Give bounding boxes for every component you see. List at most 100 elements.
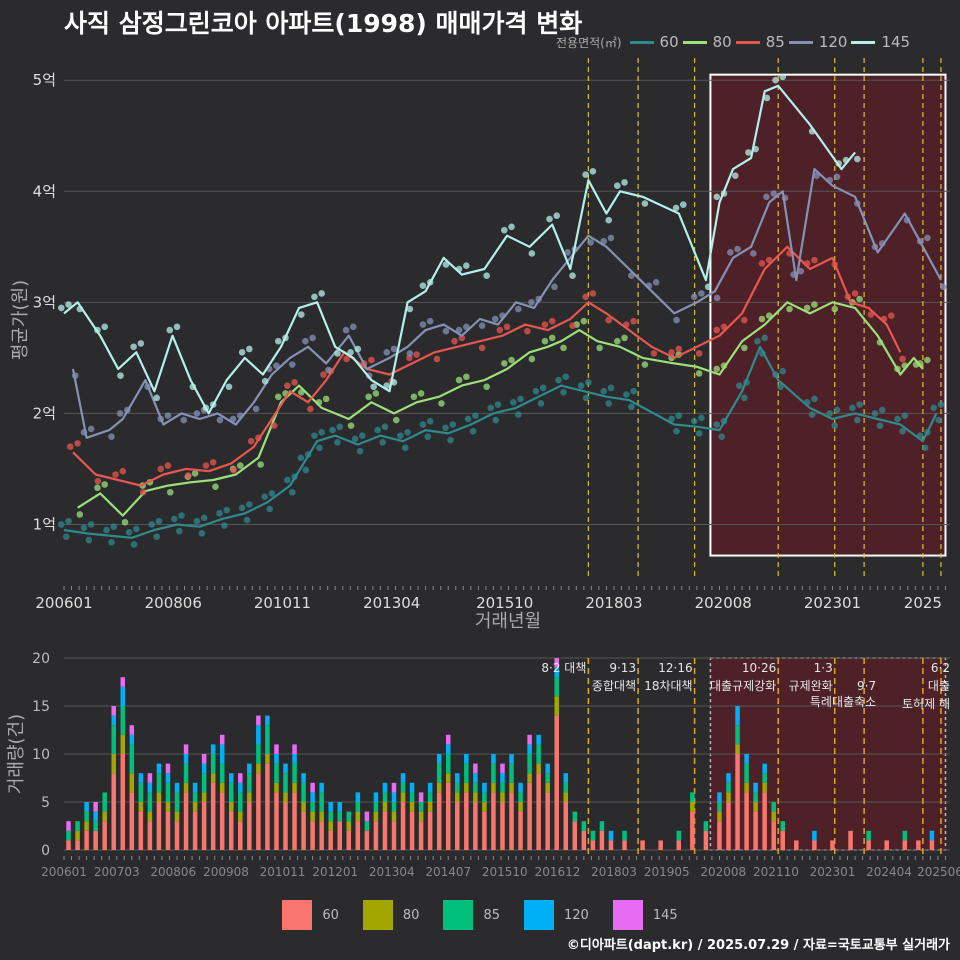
volume-bar [265, 715, 270, 726]
price-point [379, 438, 386, 446]
volume-bar [400, 773, 406, 783]
price-point [718, 433, 726, 441]
price-point [532, 387, 540, 395]
volume-bar [147, 821, 153, 850]
price-point [216, 416, 224, 424]
volume-bar [866, 840, 871, 850]
volume-bar [328, 811, 333, 822]
volume-bar [902, 840, 908, 850]
price-point [808, 411, 816, 418]
volume-bar [391, 821, 397, 850]
volume-bar [527, 782, 532, 850]
volume-bar [554, 696, 559, 716]
volume-bar [753, 811, 758, 850]
price-point [76, 511, 84, 518]
volume-bar [726, 782, 731, 793]
volume-bar [830, 840, 835, 850]
price-point [288, 488, 296, 496]
volume-bar [373, 811, 379, 822]
volume-bar [238, 811, 243, 822]
price-point [374, 426, 382, 434]
volume-bar [210, 782, 216, 850]
price-point [797, 267, 805, 275]
price-point [803, 304, 811, 312]
volume-bar [690, 792, 695, 802]
volume-bar [464, 754, 469, 764]
y-tick-label: 4억 [33, 182, 56, 200]
volume-bar [301, 802, 306, 812]
volume-bar [265, 754, 270, 764]
price-point [548, 317, 556, 325]
x-tick-label-bottom: 200703 [94, 865, 140, 879]
volume-bar [373, 802, 379, 812]
volume-bar [640, 840, 645, 850]
volume-bar [500, 792, 505, 802]
volume-bar [111, 706, 116, 716]
price-point [288, 361, 296, 368]
event-annotation: 토허제 해 [902, 697, 950, 711]
price-point [690, 293, 698, 301]
volume-bar [66, 830, 71, 841]
price-point [613, 182, 621, 190]
volume-bar [346, 830, 352, 850]
volume-bar [658, 840, 663, 850]
volume-bar [328, 802, 333, 812]
price-point [125, 528, 133, 536]
price-point [424, 433, 432, 441]
x-tick-label-bottom: 201201 [312, 865, 358, 879]
price-point [713, 421, 721, 428]
price-point [442, 424, 449, 432]
x-tick-label-bottom: 201905 [644, 865, 690, 879]
volume-bar [156, 792, 162, 802]
price-point [562, 373, 570, 381]
price-point [238, 349, 246, 356]
y-tick-label-bottom: 0 [41, 843, 50, 859]
x-tick-label-bottom: 201510 [482, 865, 528, 879]
price-point [510, 398, 517, 406]
price-point [582, 394, 590, 402]
price-point [854, 155, 861, 163]
volume-bar [391, 811, 397, 822]
volume-bar [916, 840, 921, 850]
price-point [582, 171, 589, 178]
legend-name: 120 [818, 33, 848, 51]
price-point [587, 239, 594, 246]
volume-bar [337, 811, 342, 822]
volume-bar [744, 782, 749, 793]
volume-bar [473, 763, 478, 774]
volume-bar [328, 830, 333, 850]
price-point [899, 427, 906, 435]
volume-bar [219, 782, 225, 793]
price-point [541, 337, 549, 345]
price-point [826, 410, 834, 417]
volume-bar [509, 792, 514, 850]
legend-swatch [788, 40, 813, 44]
price-point [508, 223, 515, 231]
price-point [831, 305, 839, 313]
volume-bar [455, 802, 460, 850]
price-point [87, 425, 95, 433]
price-point [121, 518, 129, 526]
volume-bar [400, 792, 406, 802]
volume-bar [554, 715, 559, 850]
volume-bar [382, 811, 388, 850]
price-point [322, 395, 330, 403]
price-point [236, 462, 244, 469]
volume-bar [210, 773, 216, 783]
price-point [811, 256, 818, 264]
volume-bar [455, 773, 460, 783]
volume-bar [545, 792, 550, 850]
price-point [503, 323, 511, 331]
price-point [155, 517, 163, 525]
volume-bar [310, 792, 315, 802]
volume-bar [192, 792, 198, 802]
price-point [589, 167, 597, 175]
volume-bar [491, 782, 496, 793]
price-point [630, 387, 637, 395]
price-point [736, 382, 743, 389]
volume-bar [527, 734, 532, 745]
x-tick-label: 200601 [35, 594, 92, 612]
volume-bar [120, 734, 126, 754]
volume-bar [165, 811, 171, 850]
volume-bar [274, 754, 279, 764]
